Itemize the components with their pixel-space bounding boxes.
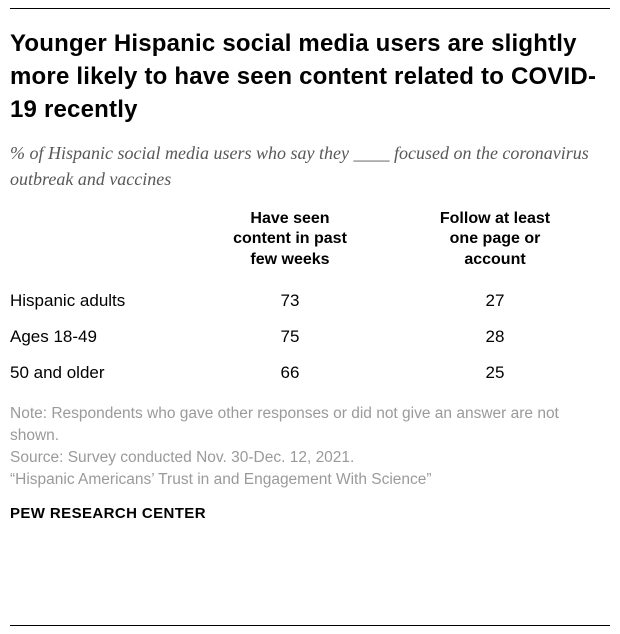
- chart-subtitle: % of Hispanic social media users who say…: [10, 143, 589, 190]
- table-header-row: Have seen content in past few weeks Foll…: [10, 209, 610, 271]
- note-text: Note: Respondents who gave other respons…: [10, 404, 559, 444]
- pew-research-center-label: PEW RESEARCH CENTER: [10, 504, 206, 522]
- column-header-seen-content: Have seen content in past few weeks: [233, 209, 347, 269]
- table-row: Ages 18-49 75 28: [10, 319, 610, 355]
- value-50-older-seen: 66: [280, 362, 300, 382]
- column-header-follow-page: Follow at least one page or account: [439, 209, 551, 269]
- value-hispanic-adults-seen: 73: [280, 290, 300, 310]
- report-title-text: “Hispanic Americans’ Trust in and Engage…: [10, 470, 432, 488]
- row-label-hispanic-adults: Hispanic adults: [10, 290, 126, 310]
- chart-title: Younger Hispanic social media users are …: [10, 30, 597, 124]
- row-label-ages-18-49: Ages 18-49: [10, 326, 97, 346]
- row-label-50-older: 50 and older: [10, 362, 105, 382]
- top-divider: [10, 8, 610, 9]
- chart-notes: Note: Respondents who gave other respons…: [10, 403, 610, 491]
- value-ages-18-49-follow: 28: [485, 326, 505, 346]
- value-50-older-follow: 25: [485, 362, 505, 382]
- source-text: Source: Survey conducted Nov. 30-Dec. 12…: [10, 448, 355, 466]
- bottom-divider: [10, 625, 610, 626]
- data-table: Have seen content in past few weeks Foll…: [10, 209, 610, 391]
- table-row: Hispanic adults 73 27: [10, 283, 610, 319]
- value-ages-18-49-seen: 75: [280, 326, 300, 346]
- header-spacer: [10, 255, 200, 271]
- table-row: 50 and older 66 25: [10, 355, 610, 391]
- value-hispanic-adults-follow: 27: [485, 290, 505, 310]
